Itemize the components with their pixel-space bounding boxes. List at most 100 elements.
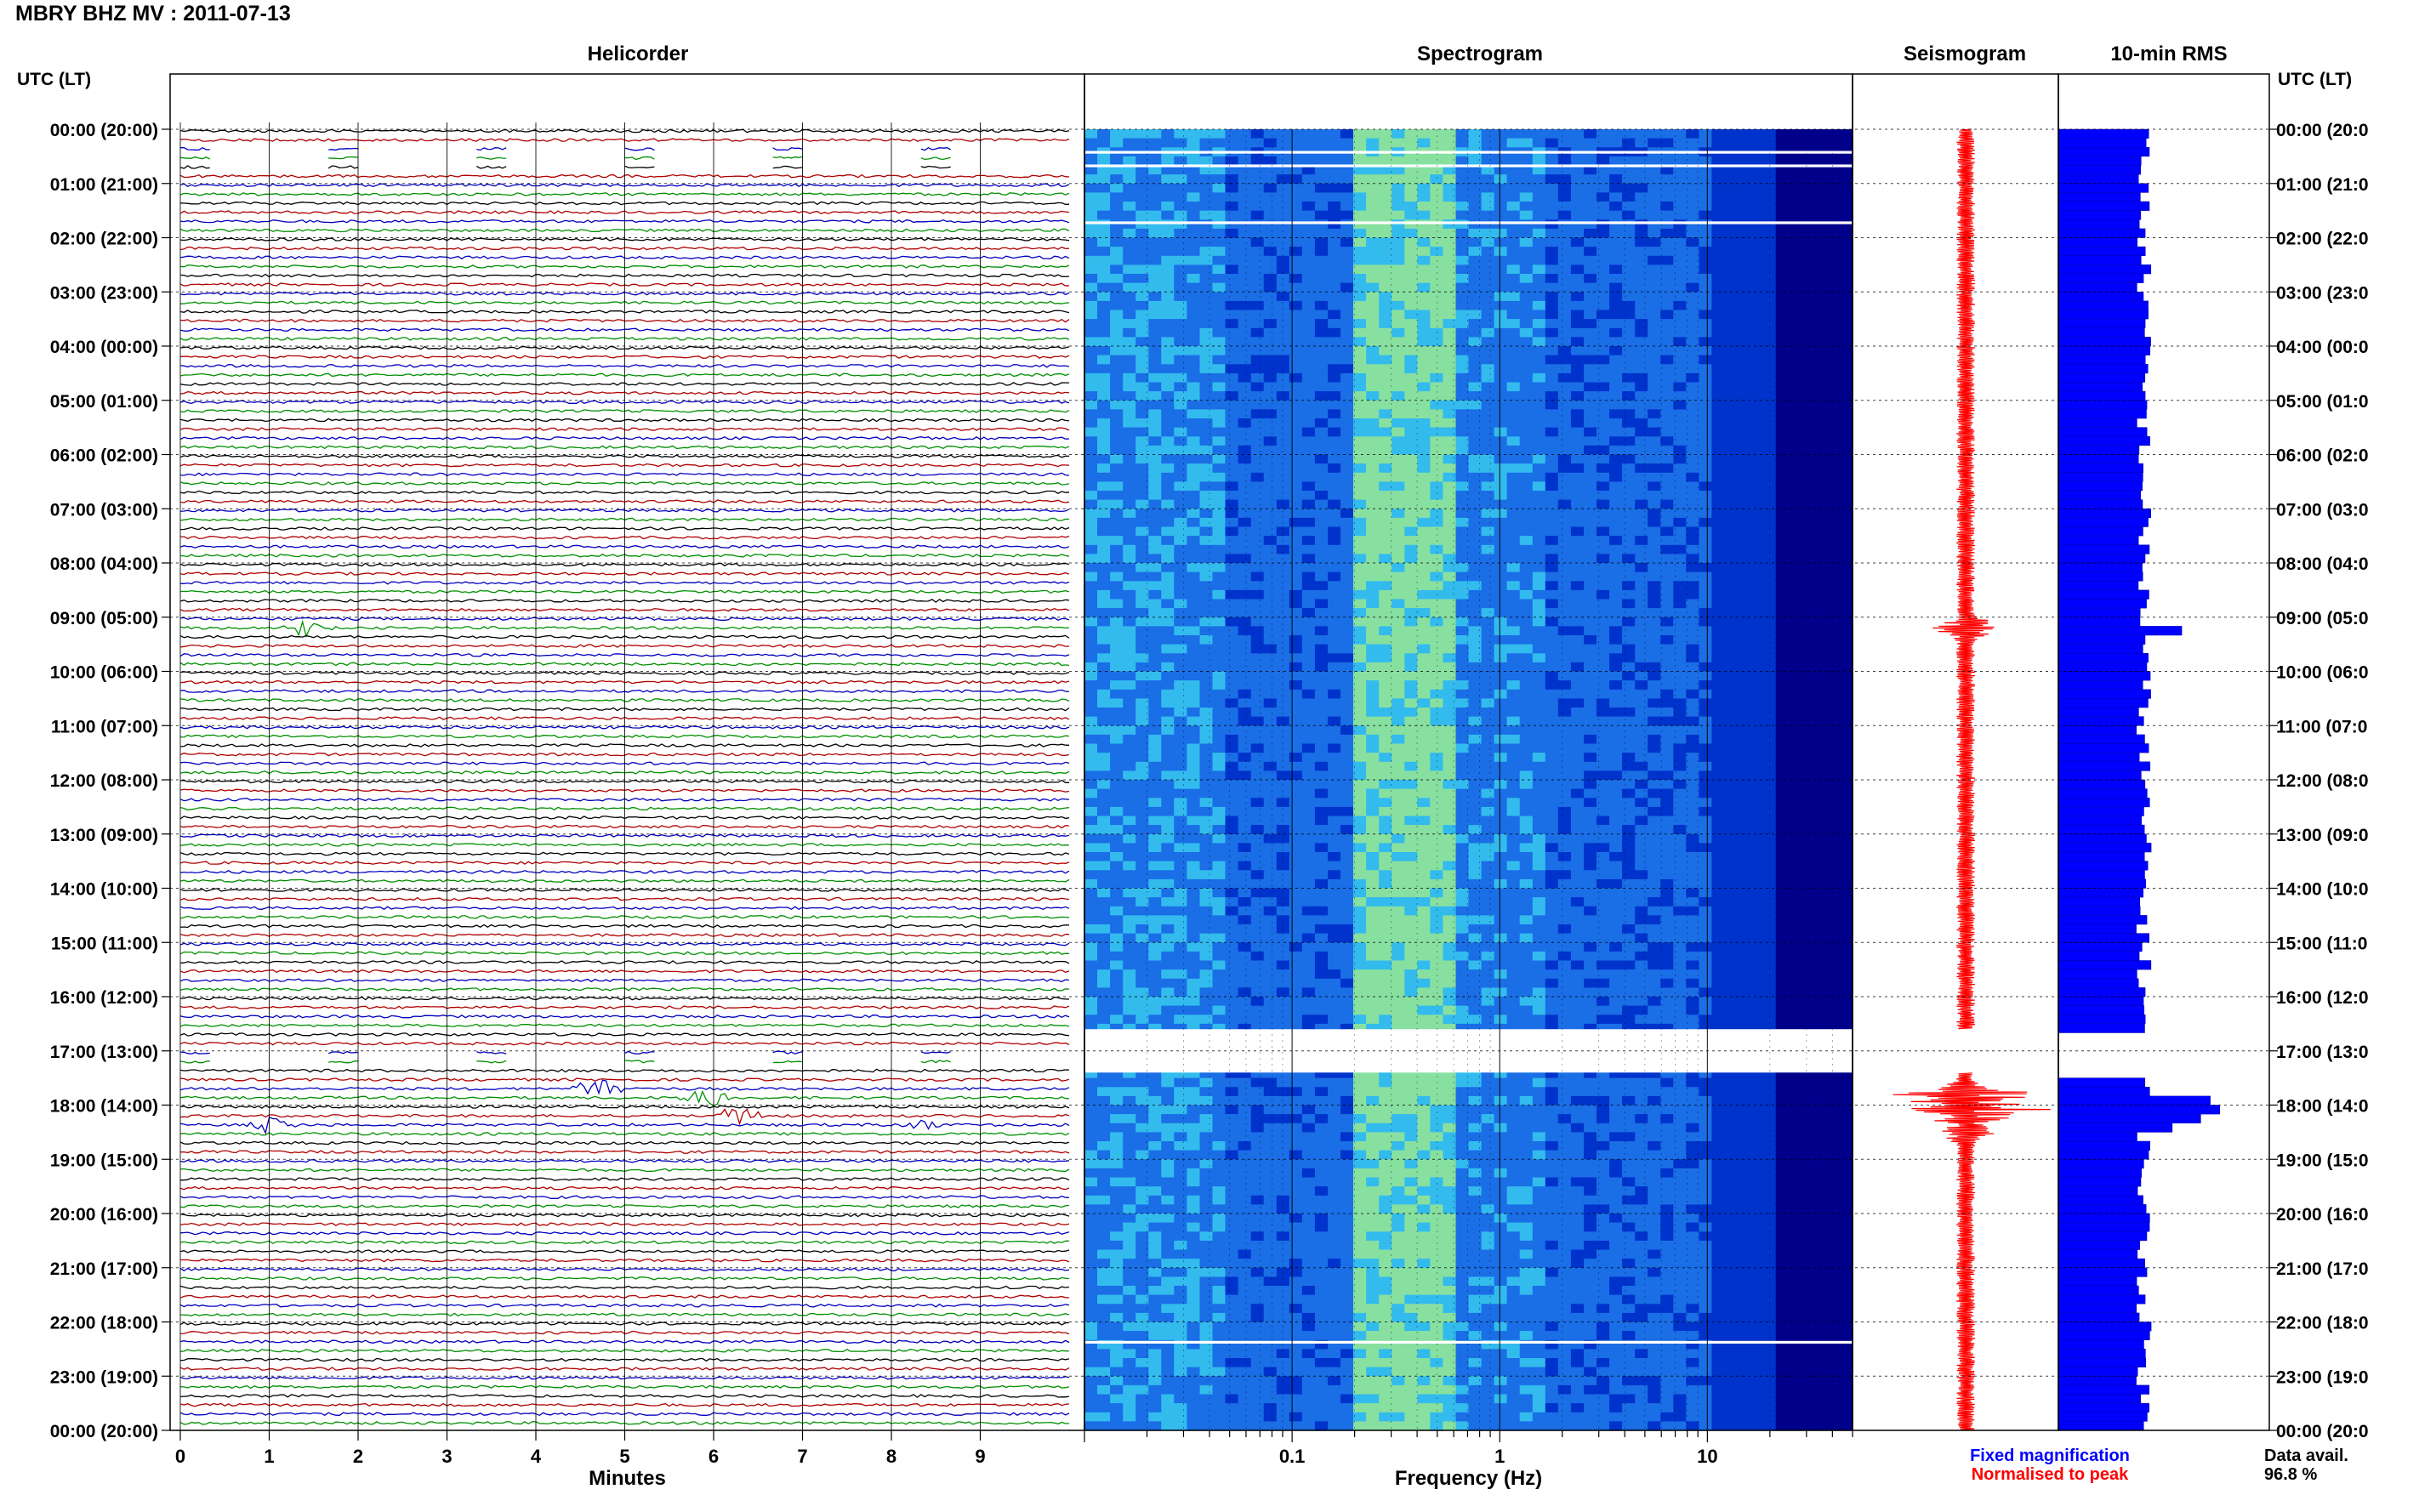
spectrogram-cell — [1392, 608, 1405, 618]
spectrogram-cell — [1570, 843, 1585, 853]
spectrogram-cell — [1724, 635, 1739, 645]
spectrogram-cell — [1481, 165, 1495, 175]
spectrogram-cell — [1097, 825, 1111, 835]
spectrogram-cell — [1673, 210, 1687, 220]
spectrogram-cell — [1660, 653, 1674, 663]
spectrogram-cell — [1839, 202, 1853, 212]
spectrogram-cell — [1570, 680, 1585, 691]
spectrogram-cell — [1648, 174, 1661, 185]
spectrogram-cell — [1097, 626, 1111, 636]
spectrogram-cell — [1379, 798, 1392, 808]
spectrogram-cell — [1289, 743, 1303, 753]
spectrogram-cell — [1263, 788, 1278, 799]
spectrogram-cell — [1301, 247, 1316, 257]
spectrogram-cell — [1711, 870, 1726, 880]
spectrogram-cell — [1340, 337, 1354, 347]
spectrogram-cell — [1813, 806, 1828, 817]
spectrogram-cell — [1519, 300, 1534, 311]
spectrogram-cell — [1635, 174, 1648, 185]
spectrogram-cell — [1084, 282, 1098, 293]
spectrogram-cell — [1430, 554, 1443, 564]
spectrogram-cell — [1123, 662, 1136, 673]
spectrogram-cell — [1545, 454, 1559, 464]
spectrogram-cell — [1417, 454, 1431, 464]
spectrogram-cell — [1584, 816, 1597, 826]
spectrogram-cell — [1545, 653, 1559, 663]
spectrogram-cell — [1813, 816, 1828, 826]
spectrogram-cell — [1648, 698, 1661, 708]
spectrogram-cell — [1750, 391, 1764, 401]
spectrogram-cell — [1430, 274, 1443, 284]
spectrogram-cell — [1123, 806, 1136, 817]
spectrogram-cell — [1276, 644, 1290, 654]
spectrogram-cell — [1724, 129, 1739, 139]
spectrogram-cell — [1826, 327, 1841, 338]
spectrogram-cell — [1826, 581, 1841, 591]
spectrogram-cell — [1199, 878, 1214, 890]
spectrogram-cell — [1750, 472, 1764, 482]
spectrogram-cell — [1750, 129, 1764, 139]
spectrogram-cell — [1238, 617, 1252, 627]
spectrogram-cell — [1263, 409, 1278, 419]
spectrogram-cell — [1148, 228, 1162, 239]
spectrogram-cell — [1404, 563, 1418, 573]
spectrogram-cell — [1801, 264, 1815, 275]
spectrogram-cell — [1199, 599, 1214, 609]
spectrogram-cell — [1238, 400, 1252, 410]
spectrogram-cell — [1775, 202, 1790, 212]
spectrogram-cell — [1635, 852, 1648, 862]
spectrogram-cell — [1225, 400, 1239, 410]
spectrogram-cell — [1532, 761, 1546, 771]
spectrogram-cell — [1392, 138, 1405, 148]
spectrogram-cell — [1839, 743, 1853, 753]
spectrogram-cell — [1328, 156, 1341, 167]
spectrogram-cell — [1699, 743, 1712, 753]
spectrogram-cell — [1430, 734, 1443, 745]
spectrogram-cell — [1762, 129, 1777, 139]
spectrogram-cell — [1788, 319, 1802, 329]
spectrogram-cell — [1263, 481, 1278, 492]
spectrogram-cell — [1545, 753, 1559, 763]
spectrogram-cell — [1123, 409, 1136, 419]
spectrogram-cell — [1813, 274, 1828, 284]
spectrogram-cell — [1775, 292, 1790, 302]
spectrogram-cell — [1557, 436, 1572, 446]
spectrogram-cell — [1097, 427, 1111, 437]
spectrogram-cell — [1301, 472, 1316, 482]
spectrogram-cell — [1468, 210, 1483, 220]
spectrogram-cell — [1161, 445, 1175, 456]
spectrogram-cell — [1826, 418, 1841, 429]
spectrogram-cell — [1366, 753, 1380, 763]
spectrogram-cell — [1622, 589, 1636, 600]
spectrogram-cell — [1737, 237, 1751, 247]
spectrogram-cell — [1148, 653, 1162, 663]
spectrogram-cell — [1673, 436, 1687, 446]
spectrogram-cell — [1148, 327, 1162, 338]
spectrogram-cell — [1225, 255, 1239, 265]
spectrogram-cell — [1648, 843, 1661, 853]
spectrogram-cell — [1174, 210, 1187, 220]
spectrogram-cell — [1225, 680, 1239, 691]
spectrogram-cell — [1545, 282, 1559, 293]
spectrogram-cell — [1724, 391, 1739, 401]
spectrogram-cell — [1301, 743, 1316, 753]
spectrogram-cell — [1417, 300, 1431, 311]
spectrogram-cell — [1148, 599, 1162, 609]
spectrogram-cell — [1161, 708, 1175, 718]
spectrogram-cell — [1737, 310, 1751, 320]
spectrogram-cell — [1481, 761, 1495, 771]
spectrogram-cell — [1225, 509, 1239, 519]
spectrogram-cell — [1225, 210, 1239, 220]
spectrogram-cell — [1481, 300, 1495, 311]
spectrogram-cell — [1468, 427, 1483, 437]
spectrogram-cell — [1417, 662, 1431, 673]
spectrogram-cell — [1711, 734, 1726, 745]
spectrogram-cell — [1161, 716, 1175, 726]
spectrogram-cell — [1597, 391, 1610, 401]
spectrogram-cell — [1648, 454, 1661, 464]
spectrogram-cell — [1570, 734, 1585, 745]
spectrogram-cell — [1597, 319, 1610, 329]
spectrogram-cell — [1366, 228, 1380, 239]
spectrogram-cell — [1622, 292, 1636, 302]
spectrogram-cell — [1648, 400, 1661, 410]
